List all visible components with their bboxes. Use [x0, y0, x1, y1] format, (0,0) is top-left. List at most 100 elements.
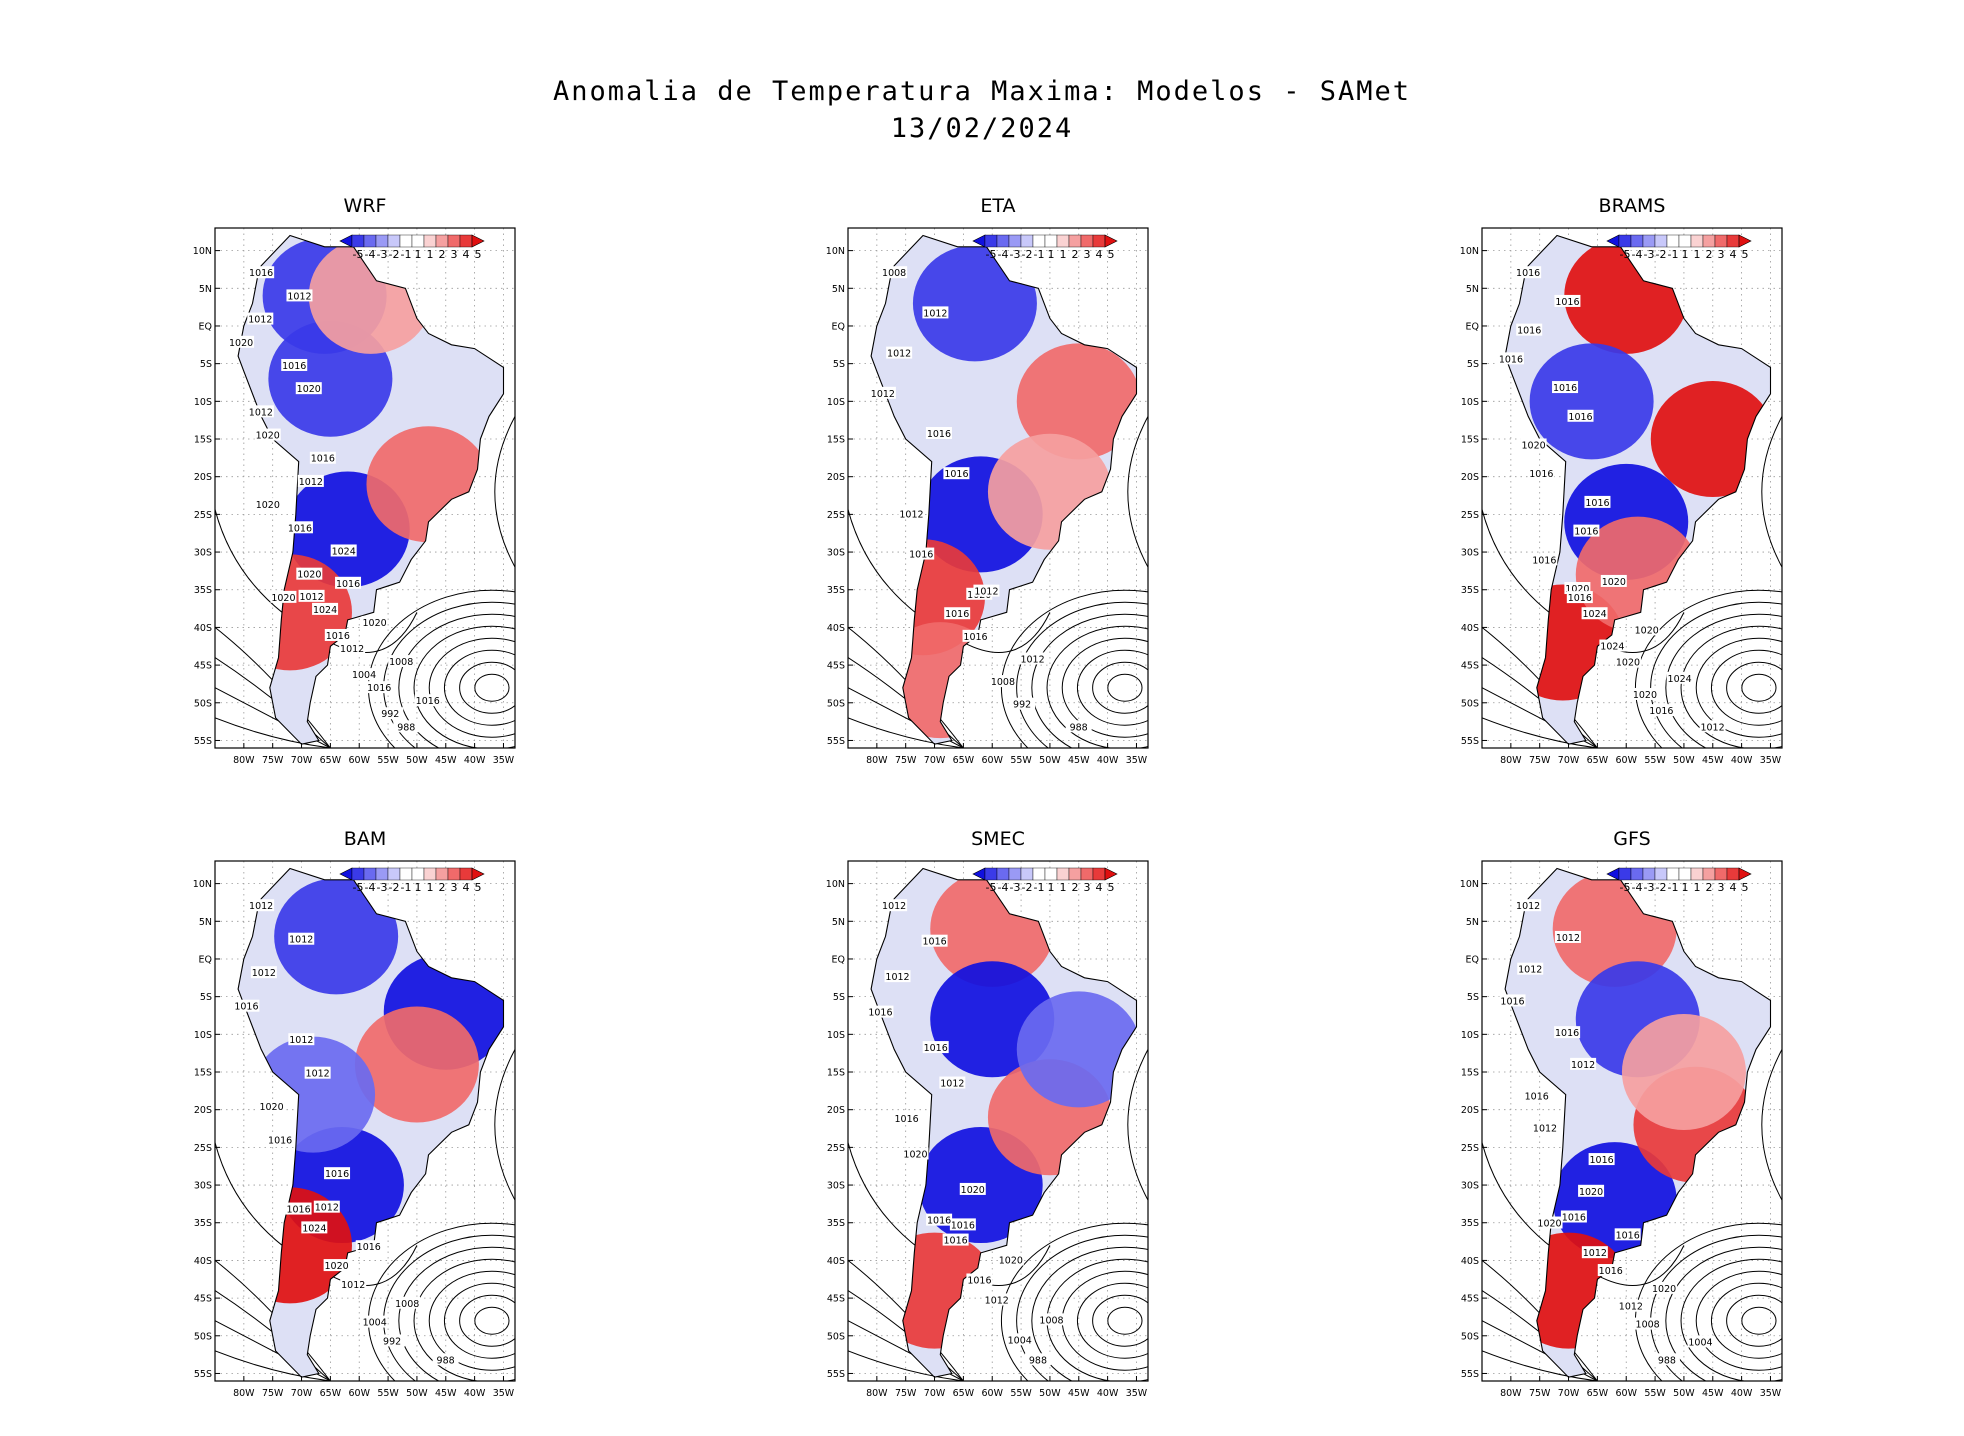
isobar-label-box: [886, 346, 913, 359]
isobar: [1680, 1258, 1782, 1381]
isobar-label-box: [1065, 720, 1092, 733]
isobar-label-box: [884, 970, 911, 983]
isobar: [215, 717, 331, 748]
lat-tick-label: 30S: [194, 1181, 212, 1192]
map-frame: [214, 860, 516, 1382]
isobar-label: 1016: [282, 361, 306, 372]
colorbar-swatch: [411, 234, 425, 248]
isobar-label: 1004: [1688, 1337, 1712, 1348]
isobar-label-box: [1617, 1299, 1644, 1312]
anomaly-region: [1016, 991, 1137, 1108]
isobar-label: 1012: [299, 592, 323, 603]
colorbar-swatch: [1092, 234, 1106, 248]
lon-tick-label: 45W: [1702, 1388, 1724, 1399]
colorbar-arrow-right: [471, 867, 485, 881]
isobar-label: 1020: [1602, 577, 1626, 588]
isobar-label: 1016: [1568, 412, 1592, 423]
lat-tick-label: 30S: [827, 1181, 845, 1192]
colorbar-swatch: [1666, 234, 1680, 248]
lon-tick-label: 70W: [291, 755, 313, 766]
lon-tick-label: 50W: [1673, 755, 1695, 766]
lon-tick-label: 60W: [981, 755, 1003, 766]
lon-tick-label: 70W: [924, 1388, 946, 1399]
isobar-label-box: [1588, 1153, 1615, 1166]
colorbar-swatch: [399, 234, 413, 248]
lon-tick-label: 35W: [1760, 1388, 1782, 1399]
isobar-label: 1016: [234, 1002, 258, 1013]
isobar-label-box: [893, 1112, 920, 1125]
isobar-label: 1008: [1039, 1315, 1063, 1326]
colorbar-label: 1: [1682, 881, 1689, 894]
isobar-label: 1016: [927, 1216, 951, 1227]
lon-tick-label: 35W: [493, 755, 515, 766]
isobar-label-box: [366, 681, 393, 694]
isobar-label-box: [1600, 574, 1627, 587]
isobar-label: 988: [1658, 1355, 1676, 1366]
colorbar-swatch: [1044, 234, 1058, 248]
lon-tick-label: 50W: [1673, 1388, 1695, 1399]
isobar: [1016, 1234, 1148, 1381]
isobar-label: 1020: [256, 431, 280, 442]
isobar-label: 1024: [332, 546, 356, 557]
isobar-label-box: [324, 1167, 351, 1180]
isobar-label-box: [324, 628, 351, 641]
isobar-label: 1020: [1635, 625, 1659, 636]
isobar-label: 988: [1029, 1355, 1047, 1366]
panel-title: BAM: [344, 828, 386, 850]
colorbar-label: 1: [1048, 248, 1055, 261]
lon-tick-label: 45W: [1068, 755, 1090, 766]
colorbar-arrow-right: [1738, 234, 1752, 248]
isobar-label: 1008: [389, 657, 413, 668]
panel-title: ETA: [980, 195, 1015, 217]
isobar-label-box: [296, 567, 323, 580]
map-body: [848, 228, 1148, 748]
isobar-label: 1016: [357, 1242, 381, 1253]
colorbar-label: -4: [1632, 881, 1643, 894]
lon-tick-label: 55W: [1644, 755, 1666, 766]
isobar-label-box: [943, 467, 970, 480]
lon-tick-label: 80W: [866, 1388, 888, 1399]
isobar-label-box: [250, 966, 277, 979]
lat-tick-label: EQ: [832, 954, 845, 965]
lat-tick-label: 10S: [827, 1030, 845, 1041]
colorbar-swatch: [1618, 234, 1632, 248]
isobar-label: 1004: [363, 1318, 387, 1329]
lon-tick-label: 35W: [1126, 755, 1148, 766]
isobar-label-box: [388, 655, 415, 668]
colorbar-label: -1: [1668, 248, 1679, 261]
lat-tick-label: 40S: [194, 1256, 212, 1267]
lon-tick-label: 60W: [348, 1388, 370, 1399]
colorbar-label: -3: [377, 248, 388, 261]
isobar-label-box: [1552, 381, 1579, 394]
lat-tick-label: 55S: [827, 736, 845, 747]
isobar: [1665, 1246, 1782, 1381]
isobar-label-box: [254, 428, 281, 441]
isobar: [1695, 1270, 1782, 1371]
colorbar-label: 1: [415, 248, 422, 261]
lat-tick-label: 40S: [1461, 1256, 1479, 1267]
isobar: [1127, 1049, 1148, 1201]
colorbar-swatch: [375, 234, 389, 248]
colorbar-swatch: [459, 234, 473, 248]
isobar-label: 992: [381, 709, 399, 720]
lat-tick-label: 20S: [194, 1105, 212, 1116]
isobar-label-box: [1024, 1353, 1051, 1366]
colorbar-label: -3: [377, 881, 388, 894]
lat-tick-label: 5N: [199, 284, 212, 295]
lat-tick-label: 30S: [827, 548, 845, 559]
isobar-label: 1016: [416, 696, 440, 707]
lon-tick-label: 75W: [1529, 1388, 1551, 1399]
colorbar-label: 5: [475, 248, 482, 261]
isobar-label: 1016: [249, 268, 273, 279]
isobar: [428, 1270, 515, 1371]
map-body: [1482, 861, 1782, 1381]
isobar-label-box: [1666, 671, 1693, 684]
isobar-label-box: [301, 1221, 328, 1234]
lat-tick-label: 35S: [827, 585, 845, 596]
lat-tick-label: EQ: [1466, 954, 1479, 965]
lat-tick-label: 25S: [827, 510, 845, 521]
colorbar-label: 3: [1718, 248, 1725, 261]
colorbar-swatch: [1008, 867, 1022, 881]
colorbar-arrow-right: [1104, 867, 1118, 881]
isobar-labels: 1016 1012 1012 1020 1016 1020 1012 1020 1016 1012…: [228, 266, 441, 733]
